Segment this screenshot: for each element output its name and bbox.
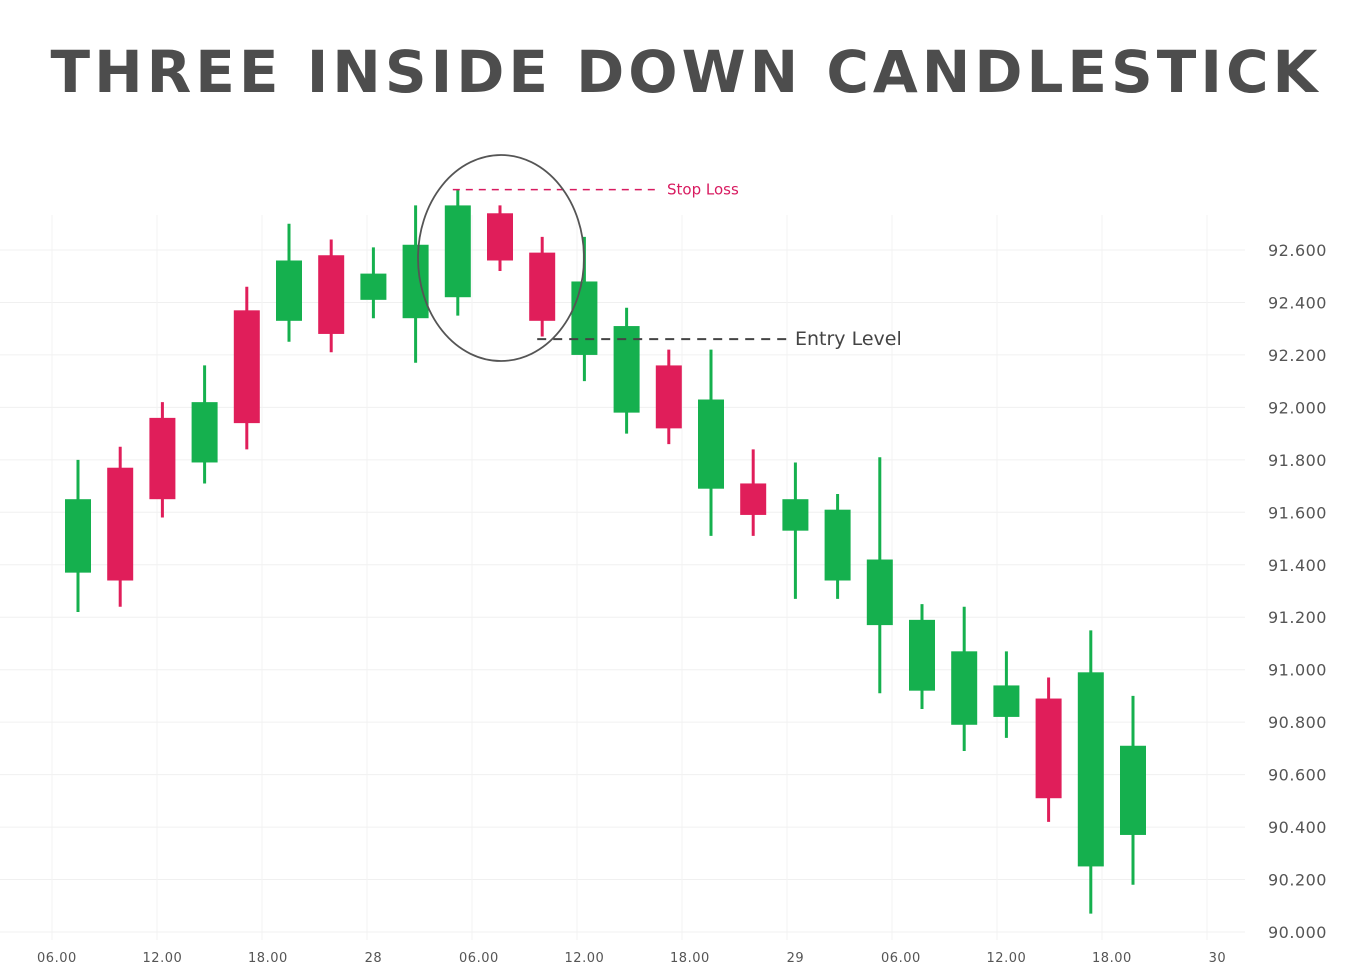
candle-body — [866, 559, 893, 626]
x-tick-label: 29 — [787, 951, 805, 966]
candle — [698, 349, 724, 536]
candle-body — [65, 499, 91, 573]
candle-body — [613, 326, 640, 413]
candle-body — [360, 273, 387, 300]
x-tick-label: 12.00 — [143, 951, 183, 966]
y-tick-label: 90.000 — [1268, 923, 1327, 942]
x-tick-label: 18.00 — [1092, 951, 1132, 966]
x-tick-label: 06.00 — [881, 951, 921, 966]
y-tick-label: 90.400 — [1268, 818, 1327, 837]
y-tick-label: 91.800 — [1268, 451, 1327, 470]
candle — [866, 457, 893, 694]
x-tick-label: 18.00 — [248, 951, 288, 966]
candle-body — [909, 619, 935, 691]
x-tick-label: 30 — [1209, 951, 1227, 966]
candle — [993, 651, 1020, 738]
candle — [402, 205, 429, 363]
candle — [1077, 630, 1104, 914]
y-axis: 92.600 92.400 92.200 92.000 91.800 91.600 91.4… — [1268, 241, 1327, 942]
candle — [318, 239, 345, 353]
x-axis: 06.00 12.00 18.00 28 06.00 12.00 18.00 29 06.00 1… — [37, 951, 1226, 966]
candle — [613, 307, 640, 434]
x-tick-label: 06.00 — [37, 951, 77, 966]
y-tick-label: 91.000 — [1268, 661, 1327, 680]
y-tick-label: 92.600 — [1268, 241, 1327, 260]
candle-body — [107, 467, 134, 581]
candle — [149, 402, 176, 518]
candle-body — [1035, 698, 1062, 799]
x-tick-label: 12.00 — [987, 951, 1027, 966]
candle — [191, 365, 218, 484]
candle-body — [529, 252, 556, 321]
y-tick-label: 92.200 — [1268, 346, 1327, 365]
candle — [782, 462, 809, 599]
candle-body — [782, 499, 809, 531]
candle — [951, 606, 978, 752]
candle-body — [276, 260, 302, 321]
candle-body — [571, 281, 598, 355]
candle-body — [1077, 672, 1104, 867]
candle — [107, 446, 134, 607]
candle-body — [318, 255, 345, 334]
candle-body — [402, 244, 429, 319]
candle — [444, 189, 471, 316]
candle — [1120, 695, 1146, 885]
x-tick-label: 28 — [365, 951, 383, 966]
y-tick-label: 90.600 — [1268, 766, 1327, 785]
candle — [909, 604, 935, 710]
candle — [65, 459, 91, 612]
candle-body — [740, 483, 767, 515]
candle-body — [824, 509, 851, 581]
candle — [276, 223, 302, 342]
candle-body — [444, 205, 471, 298]
candle — [824, 493, 851, 599]
candle-body — [1120, 745, 1146, 835]
x-tick-label: 12.00 — [565, 951, 605, 966]
y-tick-label: 90.200 — [1268, 871, 1327, 890]
y-tick-label: 91.400 — [1268, 556, 1327, 575]
grid-layer — [0, 215, 1245, 940]
y-tick-label: 91.200 — [1268, 608, 1327, 627]
x-tick-label: 18.00 — [670, 951, 710, 966]
candle-body — [993, 685, 1020, 717]
candles-layer — [65, 189, 1146, 914]
candle — [1035, 677, 1062, 822]
candle — [655, 349, 682, 445]
pattern-highlight-circle — [417, 154, 585, 362]
y-tick-label: 91.600 — [1268, 503, 1327, 522]
candle — [360, 247, 387, 319]
candle — [233, 286, 260, 450]
y-tick-label: 92.000 — [1268, 398, 1327, 417]
y-tick-label: 90.800 — [1268, 713, 1327, 732]
candle-body — [655, 365, 682, 429]
candle-body — [233, 310, 260, 424]
candle-body — [698, 399, 724, 489]
candle-body — [191, 402, 218, 463]
entry-level-label: Entry Level — [795, 328, 902, 350]
candle-body — [487, 213, 513, 261]
annotations-layer: Stop Loss Entry Level — [417, 154, 902, 362]
x-tick-label: 06.00 — [459, 951, 499, 966]
chart-title: THREE INSIDE DOWN CANDLESTICK — [50, 38, 1322, 106]
candle — [487, 205, 513, 271]
candle — [529, 236, 556, 337]
y-tick-label: 92.400 — [1268, 293, 1327, 312]
stop-loss-label: Stop Loss — [667, 181, 739, 199]
candle-body — [951, 651, 978, 725]
candle — [740, 449, 767, 536]
candle-body — [149, 417, 176, 500]
